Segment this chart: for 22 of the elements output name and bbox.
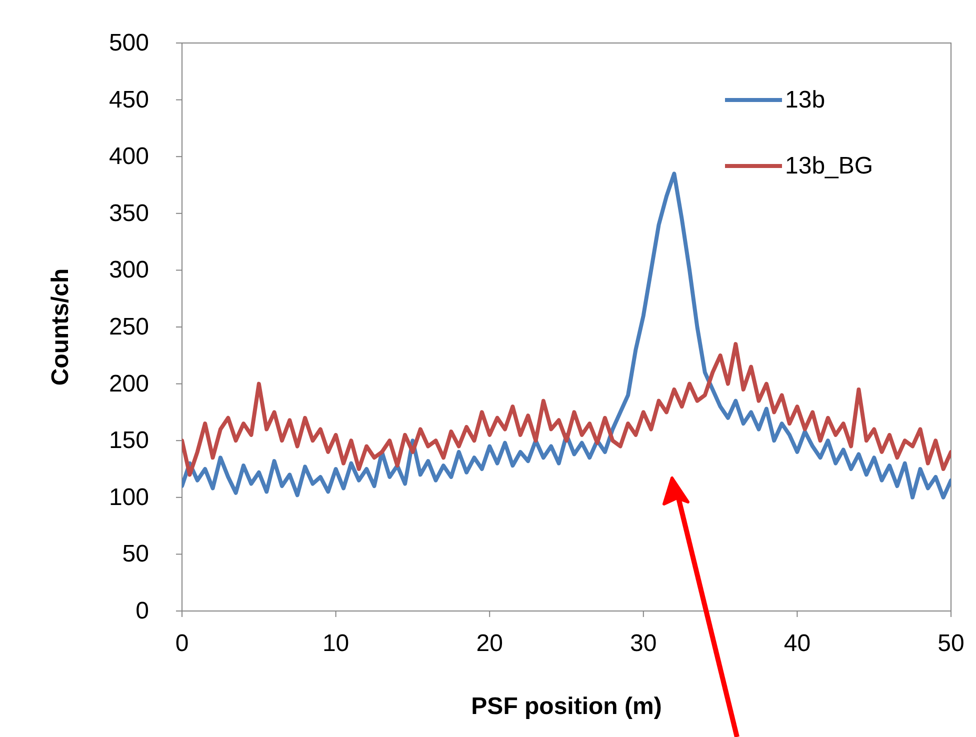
x-tick-label: 0 <box>175 630 189 657</box>
y-tick-label: 300 <box>108 256 149 284</box>
y-tick-label: 50 <box>122 540 149 568</box>
x-tick-label: 20 <box>476 630 503 657</box>
y-tick-label: 0 <box>136 598 149 624</box>
y-tick-label: 100 <box>108 484 149 511</box>
legend-label: 13b <box>785 86 826 114</box>
x-tick-label: 40 <box>784 630 811 657</box>
y-tick-label: 450 <box>108 86 149 114</box>
y-tick-label: 350 <box>108 200 149 227</box>
x-tick-label: 50 <box>938 630 964 657</box>
x-tick-label: 30 <box>630 630 657 657</box>
line-series <box>182 342 951 477</box>
x-axis-title: PSF position (m) <box>471 693 662 720</box>
x-tick-label: 10 <box>322 630 350 657</box>
y-tick-label: 500 <box>108 30 149 56</box>
y-tick-label: 250 <box>108 314 149 340</box>
legend-label: 13b_BG <box>785 152 874 180</box>
y-axis-title: Counts/ch <box>47 268 74 386</box>
y-tick-label: 400 <box>108 143 149 170</box>
y-tick-label: 150 <box>108 427 149 454</box>
y-tick-label: 200 <box>108 370 149 398</box>
